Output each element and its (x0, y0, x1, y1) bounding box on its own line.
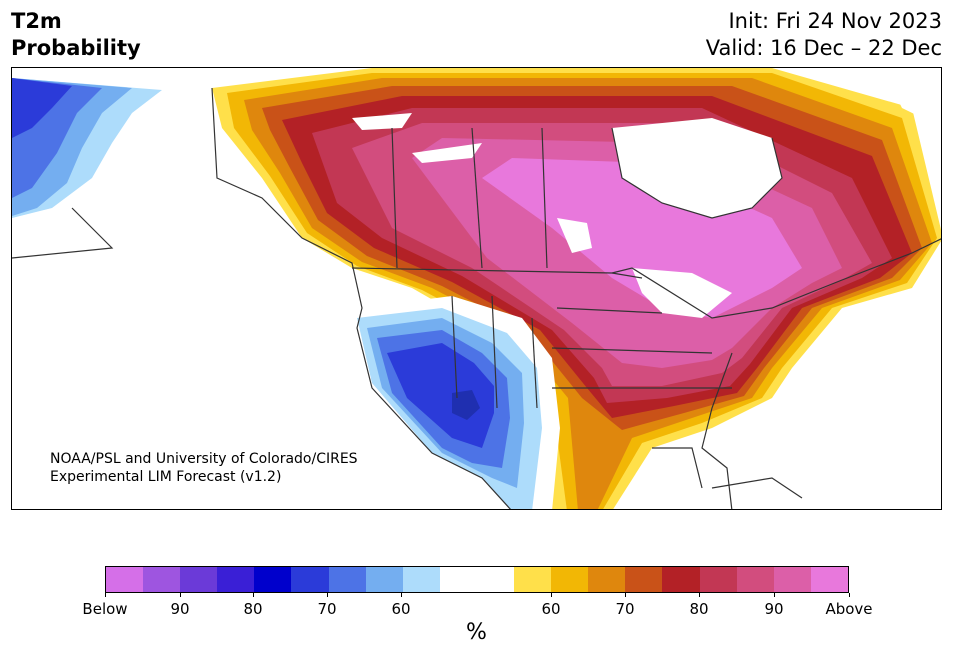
colorbar-swatch (365, 567, 403, 592)
init-date: Init: Fri 24 Nov 2023 (728, 9, 942, 33)
colorbar-tickmark (774, 593, 775, 597)
colorbar-tickmark (180, 593, 181, 597)
colorbar-tick-label: 60 (391, 600, 411, 618)
colorbar-tick-label: 70 (615, 600, 635, 618)
colorbar-swatch (254, 567, 292, 592)
colorbar-tickmark (105, 593, 106, 597)
forecast-credit: NOAA/PSL and University of Colorado/CIRE… (50, 450, 358, 486)
colorbar-swatch (699, 567, 737, 592)
valid-date: Valid: 16 Dec – 22 Dec (705, 36, 942, 60)
colorbar-tickmark (625, 593, 626, 597)
colorbar-swatch (476, 567, 515, 592)
colorbar-swatch (551, 567, 589, 592)
colorbar-tick-label: 60 (541, 600, 561, 618)
colorbar-swatch (439, 567, 477, 592)
colorbar-swatch (106, 567, 144, 592)
colorbar-swatch (402, 567, 440, 592)
colorbar-swatch (328, 567, 366, 592)
colorbar-tick-label: 90 (764, 600, 784, 618)
colorbar-swatch (773, 567, 811, 592)
title-line-1: T2m (11, 9, 62, 33)
colorbar-swatch (588, 567, 626, 592)
alaska-below-shading (12, 78, 212, 218)
colorbar (105, 566, 849, 593)
credit-line-2: Experimental LIM Forecast (v1.2) (50, 469, 282, 485)
colorbar-swatch (625, 567, 663, 592)
southwest-below-shading (357, 296, 560, 509)
colorbar-swatch (810, 567, 848, 592)
colorbar-tickmark (551, 593, 552, 597)
colorbar-tick-label: 70 (317, 600, 337, 618)
colorbar-swatch (291, 567, 329, 592)
forecast-dates: Init: Fri 24 Nov 2023 Valid: 16 Dec – 22… (706, 8, 942, 62)
colorbar-tick-label: 90 (170, 600, 190, 618)
colorbar-tickmark (849, 593, 850, 597)
colorbar-tick-label: Below (82, 600, 128, 618)
political-borders (12, 87, 941, 509)
colorbar-swatch (217, 567, 255, 592)
credit-line-1: NOAA/PSL and University of Colorado/CIRE… (50, 451, 358, 467)
colorbar-swatch (180, 567, 218, 592)
map-canvas: NOAA/PSL and University of Colorado/CIRE… (12, 68, 941, 509)
colorbar-unit: % (466, 620, 487, 645)
colorbar-swatch (143, 567, 181, 592)
colorbar-swatch (736, 567, 774, 592)
colorbar-tickmark (327, 593, 328, 597)
probability-map: NOAA/PSL and University of Colorado/CIRE… (11, 67, 942, 510)
colorbar-swatch (514, 567, 552, 592)
colorbar-tick-label: 80 (243, 600, 263, 618)
colorbar-tick-label: 80 (689, 600, 709, 618)
colorbar-tickmark (401, 593, 402, 597)
colorbar-tickmark (253, 593, 254, 597)
map-title: T2m Probability (11, 8, 141, 62)
colorbar-tickmark (699, 593, 700, 597)
water-bodies (352, 68, 941, 318)
colorbar-swatch (662, 567, 700, 592)
title-line-2: Probability (11, 36, 141, 60)
colorbar-tick-label: Above (825, 600, 873, 618)
